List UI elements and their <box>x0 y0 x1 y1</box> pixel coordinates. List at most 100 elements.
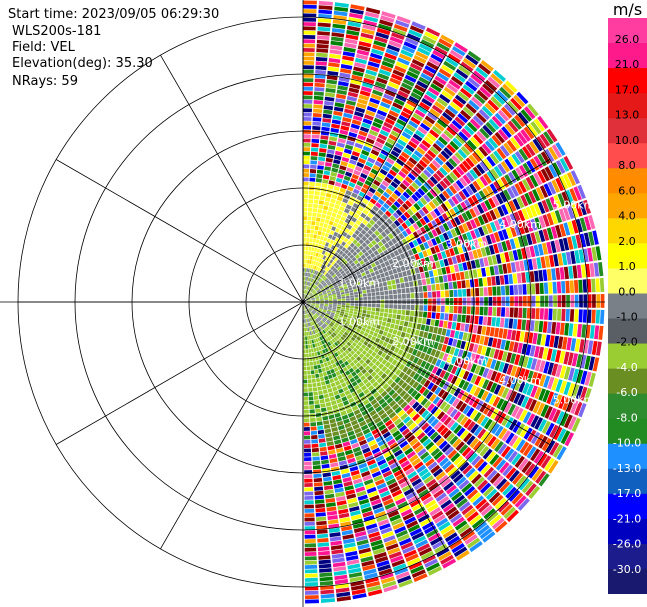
velocity-cell <box>391 73 403 82</box>
velocity-cell <box>319 148 327 153</box>
velocity-cell <box>387 378 394 386</box>
velocity-cell <box>346 224 353 230</box>
velocity-cell <box>486 155 496 167</box>
velocity-cell <box>345 34 359 41</box>
velocity-cell <box>458 297 463 306</box>
velocity-cell <box>353 275 358 280</box>
velocity-cell <box>437 343 443 351</box>
velocity-cell <box>321 385 327 390</box>
velocity-cell <box>519 331 525 342</box>
velocity-cell <box>372 194 380 201</box>
velocity-cell <box>412 441 422 450</box>
velocity-cell <box>455 272 461 281</box>
velocity-cell <box>553 426 563 441</box>
velocity-cell <box>561 252 568 266</box>
velocity-cell <box>405 353 412 360</box>
velocity-cell <box>312 269 316 274</box>
velocity-cell <box>393 563 407 572</box>
velocity-cell <box>384 242 390 249</box>
velocity-cell <box>492 296 497 306</box>
velocity-cell <box>348 324 353 329</box>
velocity-cell <box>390 323 395 329</box>
velocity-cell <box>314 230 318 235</box>
velocity-cell <box>315 313 319 317</box>
velocity-cell <box>357 216 364 222</box>
velocity-cell <box>392 212 400 219</box>
velocity-cell <box>330 312 335 315</box>
velocity-cell <box>592 357 600 372</box>
velocity-cell <box>344 349 350 355</box>
velocity-cell <box>314 82 325 88</box>
velocity-cell <box>308 273 311 277</box>
velocity-cell <box>436 454 446 464</box>
velocity-cell <box>493 93 506 105</box>
velocity-cell <box>350 336 356 342</box>
velocity-cell <box>394 335 400 342</box>
velocity-cell <box>371 447 381 455</box>
velocity-cell <box>374 360 381 367</box>
velocity-cell <box>472 440 483 451</box>
velocity-cell <box>335 491 345 498</box>
velocity-cell <box>349 159 357 165</box>
velocity-cell <box>433 514 446 524</box>
velocity-cell <box>542 269 548 281</box>
velocity-cell <box>336 398 343 404</box>
velocity-cell <box>432 185 441 195</box>
velocity-cell <box>387 247 393 254</box>
velocity-cell <box>355 368 361 374</box>
velocity-cell <box>449 408 458 418</box>
velocity-cell <box>367 368 374 374</box>
velocity-cell <box>360 229 367 235</box>
velocity-cell <box>447 535 461 546</box>
velocity-cell <box>318 0 333 6</box>
velocity-cell <box>534 433 545 447</box>
velocity-cell <box>345 279 350 284</box>
velocity-cell <box>420 492 432 502</box>
velocity-cell <box>322 260 327 265</box>
velocity-cell <box>330 287 335 291</box>
velocity-cell <box>411 58 425 68</box>
velocity-cell <box>369 281 374 286</box>
velocity-cell <box>408 66 421 76</box>
velocity-cell <box>401 230 409 238</box>
velocity-cell <box>457 389 465 399</box>
velocity-cell <box>329 49 342 55</box>
velocity-cell <box>410 310 415 316</box>
velocity-cell <box>306 298 311 301</box>
velocity-cell <box>494 360 501 371</box>
colorbar-segment <box>608 143 647 169</box>
velocity-cell <box>316 360 320 365</box>
velocity-cell <box>343 175 351 182</box>
velocity-cell <box>347 383 354 390</box>
velocity-cell <box>482 367 490 378</box>
velocity-cell <box>326 441 334 447</box>
velocity-cell <box>395 209 403 217</box>
azimuth-spoke <box>55 301 304 445</box>
velocity-cell <box>303 427 310 431</box>
velocity-cell <box>312 130 321 135</box>
velocity-cell <box>307 286 309 290</box>
velocity-cell <box>437 389 446 398</box>
velocity-cell <box>556 281 562 294</box>
velocity-cell <box>353 478 363 485</box>
velocity-cell <box>434 46 448 56</box>
velocity-cell <box>303 306 305 310</box>
velocity-cell <box>542 347 549 360</box>
velocity-cell <box>441 90 454 100</box>
velocity-cell <box>410 304 415 311</box>
velocity-cell <box>410 205 418 214</box>
velocity-cell <box>398 579 413 588</box>
velocity-cell <box>481 346 487 356</box>
velocity-cell <box>411 457 421 467</box>
velocity-cell <box>386 397 394 404</box>
velocity-cell <box>398 114 409 123</box>
velocity-cell <box>333 317 338 321</box>
velocity-cell <box>419 218 427 226</box>
velocity-cell <box>378 268 384 274</box>
velocity-cell <box>382 470 393 478</box>
velocity-cell <box>305 259 308 264</box>
velocity-cell <box>526 384 534 396</box>
velocity-cell <box>410 389 418 398</box>
velocity-cell <box>426 191 435 200</box>
velocity-cell <box>408 561 423 570</box>
